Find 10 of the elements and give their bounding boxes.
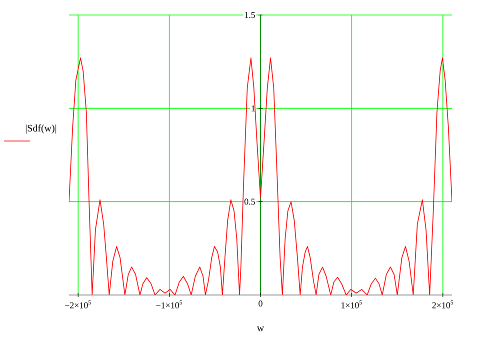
x-axis-title: w	[256, 326, 264, 332]
x-tick-label: 1×10$^{5}$	[341, 300, 362, 308]
y-tick-label: 0.5	[244, 198, 255, 205]
x-tick-label: −1×10$^{5}$	[156, 300, 182, 308]
x-tick-label: −2×10$^{5}$	[65, 300, 91, 308]
line-series	[69, 58, 452, 295]
y-tick-label: 1.5	[244, 12, 255, 18]
x-tick-label: 0	[258, 300, 262, 307]
y-axis-title: |Sdf(w)|	[26, 124, 56, 134]
x-tick-label: 2×10$^{5}$	[432, 300, 454, 308]
